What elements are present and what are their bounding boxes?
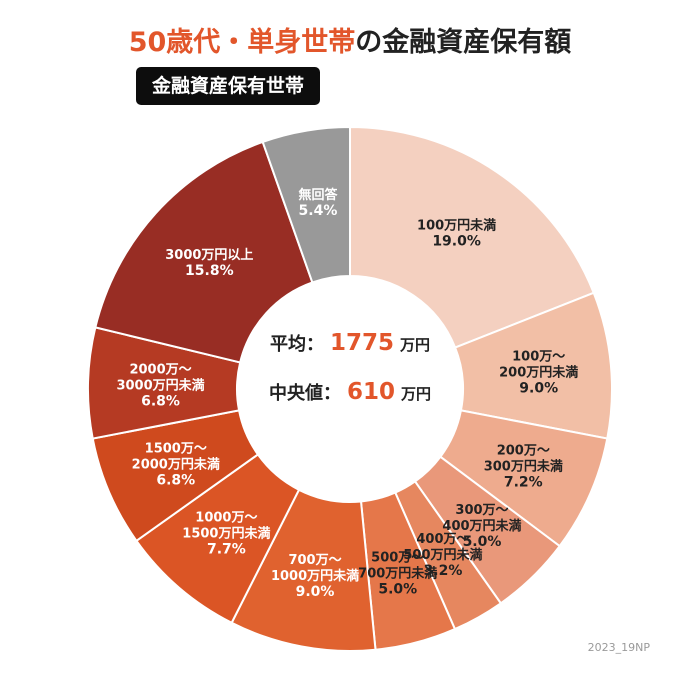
slice-label-line: 300万〜 [455,503,508,518]
slice-label-7: 1000万〜 1500万円未満 7.7% [182,511,270,558]
pie-slice-11 [261,125,351,284]
slice-value-label: 5.0% [463,534,502,550]
chart-title-rest: の金融資産保有額 [355,27,572,58]
slice-value-label: 19.0% [432,233,481,249]
credit-code: 2023_19NP [587,641,650,654]
slice-label-2: 200万〜 300万円未満 7.2% [484,444,563,491]
slice-value-label: 5.0% [378,581,417,597]
slice-label-11: 無回答 5.4% [298,187,338,219]
slice-label-4: 400万〜 500万円未満 3.2% [403,532,482,579]
slice-label-5: 500万〜 700万円未満 5.0% [358,550,437,597]
slice-value-label: 3.2% [424,563,463,579]
median-unit: 万円 [401,385,432,403]
slice-value-label: 7.2% [504,475,543,491]
slice-label-0: 100万円未満 19.0% [417,217,496,249]
slice-label-line: 200万円未満 [499,364,578,380]
median-label: 中央値： [268,383,341,404]
pie-slice-10 [94,140,314,364]
slice-value-label: 15.8% [185,263,234,279]
slice-label-line: 1000万円未満 [271,568,359,584]
mean-value: 1775 [329,330,394,356]
slice-label-line: 100万〜 [512,349,565,364]
slice-label-line: 1000万〜 [195,511,257,526]
slice-label-line: 3000万円未満 [116,378,204,394]
slice-label-line: 500万円未満 [403,547,482,563]
slice-label-line: 500万〜 [371,550,424,565]
slice-label-9: 2000万〜 3000万円未満 6.8% [116,363,204,410]
slice-value-label: 9.0% [296,584,335,600]
slice-value-label: 9.0% [519,380,558,396]
slice-label-6: 700万〜 1000万円未満 9.0% [271,553,359,600]
slice-label-1: 100万〜 200万円未満 9.0% [499,349,578,396]
pie-slice-0 [349,125,596,349]
slice-label-line: 1500万円未満 [182,526,270,542]
slice-value-label: 7.7% [207,542,246,558]
mean-unit: 万円 [400,336,431,354]
slice-value-label: 6.8% [156,473,195,489]
slice-label-line: 2000万円未満 [132,457,220,473]
chart-title-accent: 50歳代・単身世帯 [128,27,356,58]
slice-label-line: 100万円未満 [417,217,496,233]
median-value: 610 [346,379,395,405]
slice-label-line: 400万円未満 [442,518,521,534]
mean-label: 平均： [269,334,324,355]
slice-label-3: 300万〜 400万円未満 5.0% [442,503,521,550]
slice-value-label: 6.8% [141,394,180,410]
slice-label-10: 3000万円以上 15.8% [165,248,253,279]
chart-title: 50歳代・単身世帯の金融資産保有額 [0,20,700,59]
slice-label-8: 1500万〜 2000万円未満 6.8% [132,442,220,489]
slice-label-line: 2000万〜 [129,363,191,378]
slice-label-line: 300万円未満 [484,459,563,475]
slice-label-line: 無回答 [298,187,338,203]
slice-label-line: 200万〜 [497,444,550,459]
slice-label-line: 700万円未満 [358,565,437,581]
subtitle-badge: 金融資産保有世帯 [136,67,321,105]
slice-value-label: 5.4% [299,203,338,219]
median-readout: 中央値： 610 万円 [250,379,450,405]
slice-label-line: 700万〜 [288,553,341,568]
slice-label-line: 1500万〜 [145,442,207,457]
mean-readout: 平均： 1775 万円 [250,330,450,356]
slice-label-line: 3000万円以上 [165,248,253,263]
slice-label-line: 400万〜 [416,532,469,547]
